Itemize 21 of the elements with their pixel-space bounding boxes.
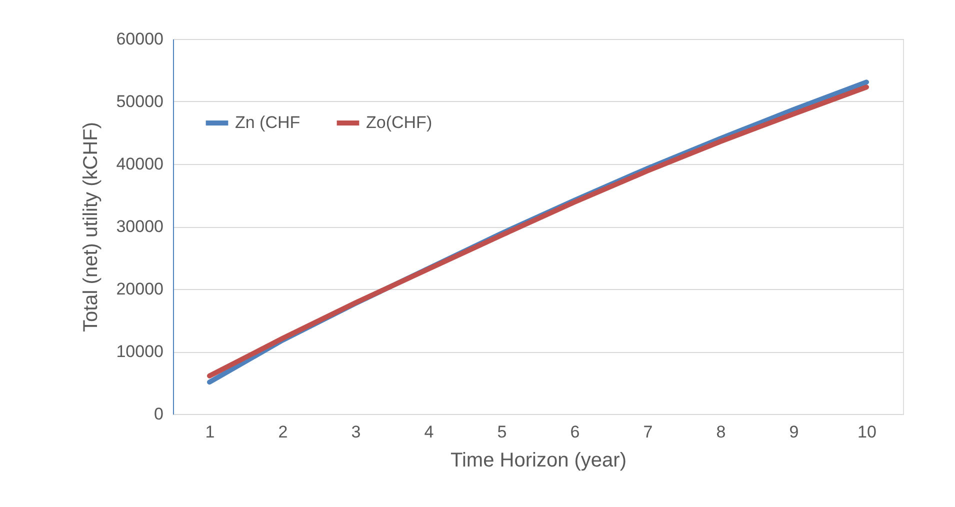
y-tick-label: 30000 bbox=[116, 217, 164, 236]
x-tick-label: 3 bbox=[351, 422, 361, 442]
y-axis-title: Total (net) utility (kCHF) bbox=[80, 122, 102, 332]
x-tick-label: 2 bbox=[278, 422, 288, 442]
legend-label: Zn (CHF bbox=[235, 113, 300, 132]
x-tick-label: 9 bbox=[789, 422, 799, 442]
x-axis-title: Time Horizon (year) bbox=[450, 450, 626, 472]
x-tick-label: 5 bbox=[497, 422, 507, 442]
y-tick-label: 40000 bbox=[116, 154, 164, 174]
x-tick-label: 10 bbox=[858, 422, 876, 442]
legend-label: Zo(CHF) bbox=[366, 113, 432, 132]
x-tick-label: 4 bbox=[424, 422, 434, 442]
x-tick-label: 7 bbox=[643, 422, 653, 442]
x-tick-label: 8 bbox=[716, 422, 726, 442]
x-tick-label: 6 bbox=[570, 422, 580, 442]
y-tick-label: 0 bbox=[154, 404, 164, 424]
y-tick-label: 10000 bbox=[116, 342, 164, 361]
y-tick-label: 20000 bbox=[116, 280, 164, 298]
y-tick-label: 60000 bbox=[116, 30, 164, 48]
x-tick-label: 1 bbox=[205, 422, 215, 442]
y-tick-label: 50000 bbox=[116, 92, 164, 111]
